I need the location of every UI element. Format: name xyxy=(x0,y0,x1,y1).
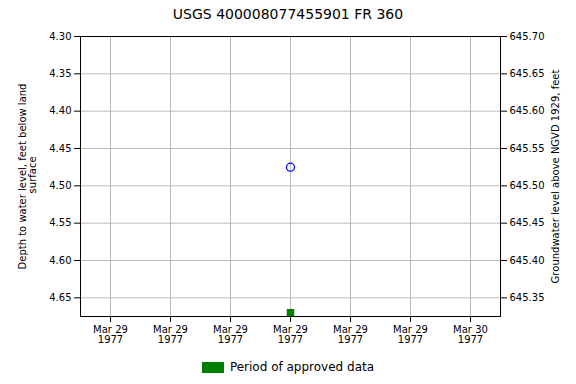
svg-text:645.65: 645.65 xyxy=(510,68,545,79)
svg-text:645.35: 645.35 xyxy=(510,292,545,303)
html-text:Period of approved data: Period of approved data xyxy=(229,360,375,374)
svg-text:Mar 291977: Mar 291977 xyxy=(213,324,248,345)
svg-text:645.45: 645.45 xyxy=(510,217,545,228)
svg-text:4.40: 4.40 xyxy=(49,105,71,116)
svg-text:Mar 291977: Mar 291977 xyxy=(273,324,308,345)
svg-text:645.40: 645.40 xyxy=(510,255,545,266)
svg-text:4.30: 4.30 xyxy=(49,31,71,42)
html-text:USGS 400008077455901 FR 360: USGS 400008077455901 FR 360 xyxy=(172,6,404,22)
svg-text:4.65: 4.65 xyxy=(49,292,71,303)
svg-text:Mar 301977: Mar 301977 xyxy=(453,324,488,345)
svg-text:645.55: 645.55 xyxy=(510,143,545,154)
svg-text:Mar 291977: Mar 291977 xyxy=(393,324,428,345)
svg-text:4.60: 4.60 xyxy=(49,255,71,266)
svg-text:645.50: 645.50 xyxy=(510,180,545,191)
svg-text:4.50: 4.50 xyxy=(49,180,71,191)
svg-text:4.45: 4.45 xyxy=(49,143,71,154)
svg-text:4.35: 4.35 xyxy=(49,68,71,79)
svg-text:Mar 291977: Mar 291977 xyxy=(93,324,128,345)
svg-text:Mar 291977: Mar 291977 xyxy=(333,324,368,345)
svg-text:Depth to water level, feet bel: Depth to water level, feet below land su… xyxy=(17,84,38,270)
svg-text:645.60: 645.60 xyxy=(510,105,545,116)
svg-text:Groundwater level above NGVD 1: Groundwater level above NGVD 1929, feet xyxy=(550,70,561,284)
svg-text:Mar 291977: Mar 291977 xyxy=(153,324,188,345)
svg-text:4.55: 4.55 xyxy=(49,217,71,228)
svg-text:645.70: 645.70 xyxy=(510,31,545,42)
